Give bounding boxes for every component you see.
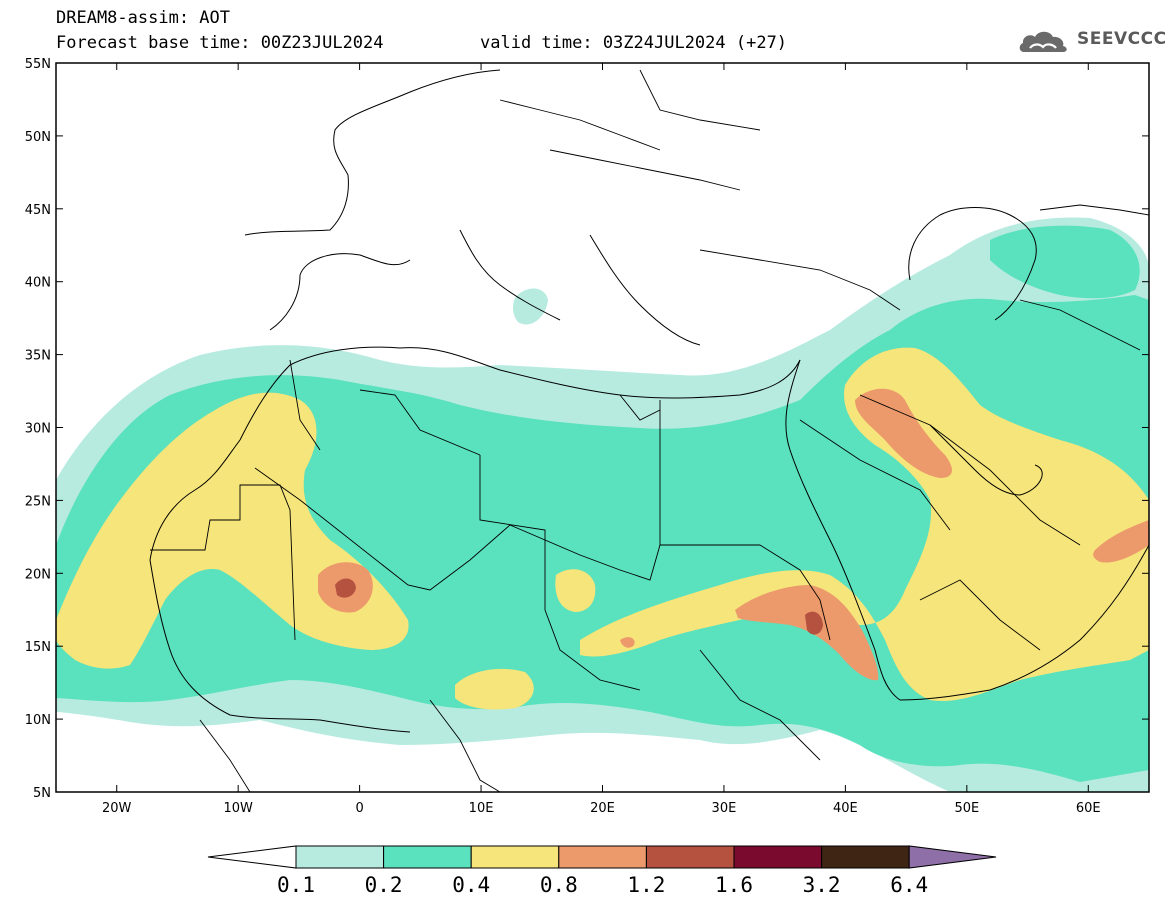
valid-time: valid time: 03Z24JUL2024 (+27) bbox=[480, 33, 788, 53]
aot-level-0-8 bbox=[318, 388, 1149, 681]
aot-field bbox=[56, 63, 1149, 792]
colorbar-level-label: 3.2 bbox=[803, 873, 841, 897]
colorbar-level-label: 0.2 bbox=[365, 873, 403, 897]
lat-label: 5N bbox=[33, 786, 51, 801]
colorbar-segment bbox=[821, 845, 910, 869]
lon-label: 60E bbox=[1076, 801, 1101, 816]
colorbar-segment bbox=[645, 845, 735, 869]
colorbar bbox=[207, 845, 997, 869]
colorbar-level-label: 1.2 bbox=[627, 873, 665, 897]
latitude-axis: 55N 50N 45N 40N 35N 30N 25N 20N 15N 10N 5N bbox=[25, 57, 1149, 801]
map-title: DREAM8-assim: AOT bbox=[56, 8, 230, 28]
colorbar-segment bbox=[733, 845, 823, 869]
aot-level-0-4 bbox=[56, 347, 1149, 710]
lat-label: 40N bbox=[25, 276, 51, 291]
lat-label: 45N bbox=[25, 203, 51, 218]
lat-label: 20N bbox=[25, 567, 51, 582]
colorbar-segment bbox=[295, 845, 385, 869]
colorbar-segment bbox=[558, 845, 647, 869]
lat-label: 25N bbox=[25, 494, 51, 509]
colorbar-segment bbox=[383, 845, 472, 869]
lon-label: 50E bbox=[954, 801, 979, 816]
lat-label: 55N bbox=[25, 57, 51, 72]
cloud-icon bbox=[1019, 31, 1067, 52]
lat-label: 15N bbox=[25, 640, 51, 655]
borders bbox=[150, 69, 1149, 792]
lon-label: 10E bbox=[469, 801, 494, 816]
lon-label: 30E bbox=[712, 801, 737, 816]
longitude-axis: 20W 10W 0 10E 20E 30E 40E 50E 60E bbox=[102, 63, 1101, 816]
logo-text: SEEVCCC bbox=[1077, 29, 1165, 49]
colorbar-level-label: 6.4 bbox=[890, 873, 928, 897]
lon-label: 40E bbox=[833, 801, 858, 816]
lon-label: 20E bbox=[590, 801, 615, 816]
lat-label: 30N bbox=[25, 422, 51, 437]
colorbar-arrow-low bbox=[207, 845, 297, 869]
colorbar-level-label: 0.8 bbox=[540, 873, 578, 897]
lon-label: 20W bbox=[102, 801, 132, 816]
colorbar-level-label: 1.6 bbox=[715, 873, 753, 897]
lon-label: 0 bbox=[355, 801, 363, 816]
lat-label: 35N bbox=[25, 349, 51, 364]
colorbar-level-label: 0.1 bbox=[277, 873, 315, 897]
lon-label: 10W bbox=[223, 801, 253, 816]
coastlines bbox=[149, 69, 1149, 733]
lat-label: 10N bbox=[25, 713, 51, 728]
colorbar-arrow-high bbox=[908, 845, 997, 869]
colorbar-level-label: 0.4 bbox=[452, 873, 490, 897]
colorbar-labels: 0.1 0.2 0.4 0.8 1.2 1.6 3.2 6.4 bbox=[277, 873, 928, 897]
lat-label: 50N bbox=[25, 130, 51, 145]
colorbar-segment bbox=[470, 845, 560, 869]
forecast-base-time: Forecast base time: 00Z23JUL2024 bbox=[56, 33, 384, 53]
aot-level-1-2 bbox=[335, 578, 823, 635]
